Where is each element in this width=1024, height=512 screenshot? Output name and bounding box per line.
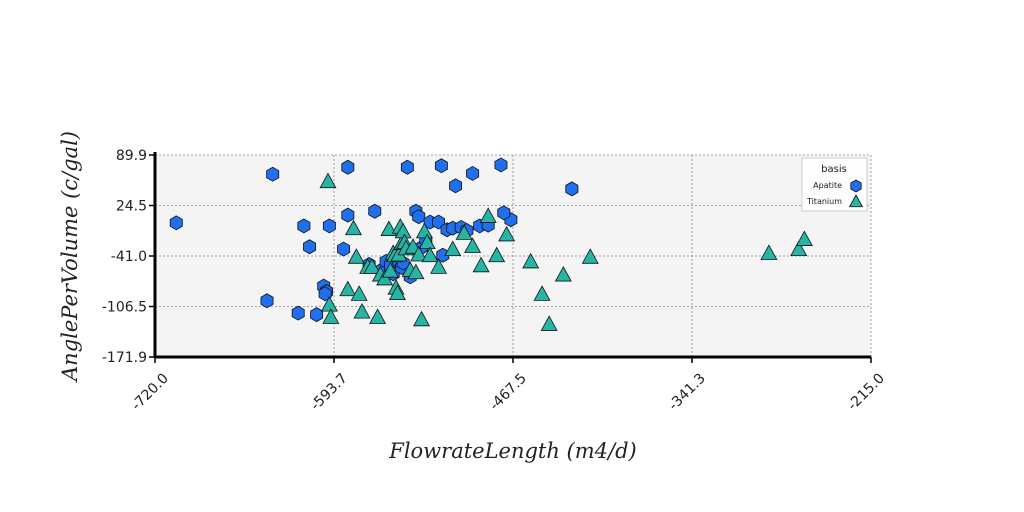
legend-marker-apatite [850, 179, 862, 193]
titanium-point [376, 269, 394, 286]
apatite-point [341, 207, 355, 223]
apatite-point [400, 159, 414, 175]
titanium-point [498, 225, 516, 242]
titanium-point [347, 248, 365, 264]
apatite-point [169, 215, 183, 231]
x-tick-label: -720.0 [129, 371, 172, 414]
apatite-point [291, 305, 305, 321]
titanium-point [795, 230, 813, 246]
titanium-point [790, 240, 808, 257]
x-tick-label: -467.5 [487, 371, 530, 414]
x-axis-title: FlowrateLength (m4/d) [388, 439, 637, 463]
titanium-point [472, 256, 490, 273]
titanium-point [381, 262, 399, 278]
x-tick-label: -593.7 [308, 371, 351, 414]
apatite-point [449, 178, 463, 194]
apatite-point [368, 203, 382, 219]
y-tick-label: 24.5 [116, 199, 147, 215]
legend-label-apatite: Apatite [813, 181, 842, 190]
legend-title: basis [821, 164, 847, 175]
titanium-point [488, 246, 506, 263]
titanium-point [413, 310, 431, 327]
apatite-point [310, 307, 324, 323]
titanium-point [407, 263, 425, 280]
titanium-point [421, 246, 439, 263]
titanium-point [415, 222, 433, 239]
titanium-point [444, 240, 462, 257]
titanium-point [522, 252, 540, 269]
apatite-point [337, 241, 351, 257]
titanium-point [363, 258, 381, 274]
apatite-point [466, 165, 480, 181]
titanium-point [418, 233, 436, 250]
apatite-point [266, 166, 280, 182]
titanium-point [455, 224, 473, 240]
titanium-point [430, 258, 448, 274]
legend-marker-titanium [848, 194, 864, 208]
titanium-point [322, 308, 340, 324]
y-tick-label: -171.9 [102, 350, 147, 366]
titanium-point [581, 248, 599, 264]
titanium-point [540, 315, 558, 331]
y-tick-label: -41.0 [111, 249, 147, 265]
apatite-point [318, 286, 332, 302]
titanium-point [554, 265, 572, 282]
titanium-point [350, 285, 368, 301]
titanium-point [339, 280, 357, 297]
apatite-point [297, 218, 311, 234]
titanium-point [319, 172, 337, 189]
titanium-point [479, 207, 497, 223]
titanium-point [410, 245, 428, 262]
grid-lines [155, 154, 872, 357]
apatite-point [341, 159, 355, 175]
y-tick-label: -106.5 [102, 300, 147, 316]
legend-label-titanium: Titanium [806, 197, 842, 206]
legend: basis Apatite Titanium [801, 157, 868, 212]
titanium-point [464, 237, 482, 253]
apatite-point [412, 209, 426, 225]
apatite-point [565, 181, 579, 197]
titanium-point [353, 302, 371, 319]
titanium-point [533, 285, 551, 301]
y-axis-title: AnglePerVolume (c/gal) [58, 131, 82, 383]
titanium-point [388, 284, 406, 300]
x-tick-label: -215.0 [845, 371, 888, 414]
titanium-point [345, 219, 362, 236]
apatite-point [494, 157, 508, 173]
apatite-point [434, 158, 448, 174]
x-tick-label: -341.3 [666, 371, 709, 414]
data-points [169, 157, 813, 331]
apatite-point [260, 293, 274, 309]
apatite-point [322, 218, 336, 234]
titanium-point [760, 244, 778, 260]
apatite-point [497, 205, 511, 221]
y-tick-label: 89.9 [116, 148, 147, 164]
legend-markers [848, 179, 864, 208]
apatite-point [303, 239, 316, 255]
titanium-point [369, 308, 387, 324]
